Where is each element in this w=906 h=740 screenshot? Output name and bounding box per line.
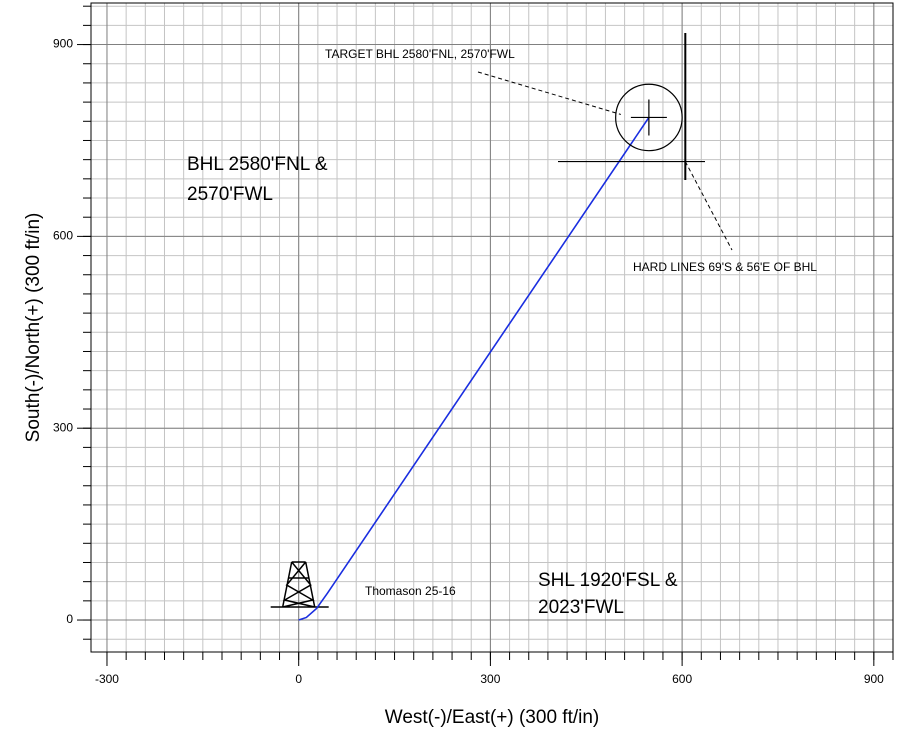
annotation: 2023'FWL	[538, 597, 624, 618]
annotation: BHL 2580'FNL &	[187, 154, 328, 175]
y-tick-label: 300	[53, 420, 73, 434]
y-tick-label: 600	[53, 229, 73, 243]
x-tick-label: 600	[672, 672, 692, 686]
x-tick-label: -300	[95, 672, 119, 686]
hard-lines-label: HARD LINES 69'S & 56'E OF BHL	[633, 260, 817, 274]
y-tick-label: 0	[66, 612, 73, 626]
x-tick-label: 0	[295, 672, 302, 686]
x-axis-label: West(-)/East(+) (300 ft/in)	[385, 707, 600, 728]
annotation: 2570'FWL	[187, 184, 273, 205]
plot-frame	[90, 2, 894, 653]
y-tick-label: 900	[53, 37, 73, 51]
derrick	[270, 561, 329, 608]
target-cross	[630, 99, 667, 136]
annotation: SHL 1920'FSL &	[538, 570, 678, 591]
x-tick-label: 900	[864, 672, 884, 686]
well-path	[298, 117, 650, 621]
series-label: Thomason 25-16	[365, 584, 456, 598]
target-circle	[615, 83, 683, 152]
y-axis-label: South(-)/North(+) (300 ft/in)	[23, 213, 44, 443]
hard-lines-leader	[684, 161, 733, 251]
target-leader	[477, 71, 622, 115]
x-tick-label: 300	[480, 672, 500, 686]
target-label: TARGET BHL 2580'FNL, 2570'FWL	[325, 47, 515, 61]
